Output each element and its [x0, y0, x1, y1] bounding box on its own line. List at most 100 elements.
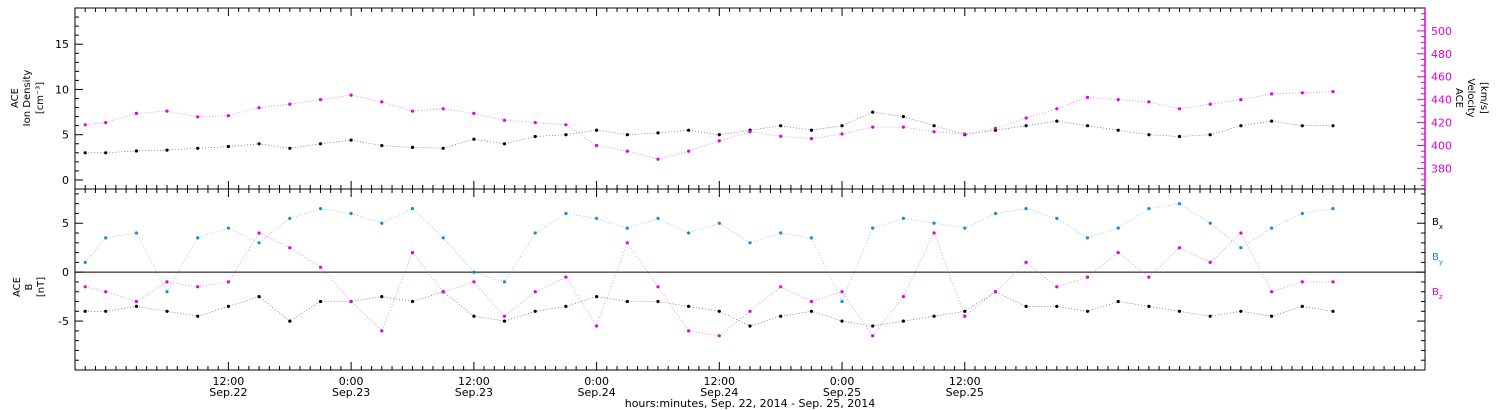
- x-tick-date-label: Sep.22: [209, 386, 247, 399]
- bottom-series-0-point: [104, 309, 108, 313]
- top-series-0-point: [1055, 119, 1059, 123]
- bottom-series-2-point: [257, 231, 261, 235]
- bottom-series-2-point: [871, 334, 875, 338]
- x-tick-date-label: Sep.25: [823, 386, 861, 399]
- bottom-series-1-point: [993, 211, 998, 216]
- top-series-1-point: [871, 125, 875, 129]
- bottom-series-0-point: [625, 299, 629, 304]
- top-right-y-title: Velocity: [1465, 78, 1476, 117]
- bottom-series-1-point: [1055, 216, 1059, 220]
- top-left-y-title: Ion Density: [22, 70, 33, 127]
- top-series-1-point: [1147, 100, 1151, 104]
- top-series-1-point: [349, 93, 353, 97]
- top-series-1-point: [441, 107, 445, 111]
- top-series-0-point: [1147, 133, 1151, 137]
- bottom-series-0-point: [1300, 304, 1304, 308]
- bottom-series-1-point: [472, 270, 476, 274]
- legend-main: B: [1432, 252, 1439, 263]
- legend-sub: y: [1439, 258, 1443, 266]
- bottom-left-y-title: [nT]: [36, 277, 47, 297]
- x-tick-date-label: Sep.23: [455, 386, 493, 399]
- bottom-series-2-point: [1024, 260, 1028, 264]
- bottom-series-2-point: [809, 299, 814, 304]
- top-series-0-point: [502, 142, 507, 146]
- bottom-left-y-title: B: [24, 283, 35, 290]
- bottom-series-0-trace: [85, 291, 1334, 327]
- top-series-0-point: [1177, 134, 1182, 139]
- top-series-1-point: [1300, 91, 1304, 95]
- bottom-left-y-title: ACE: [12, 277, 23, 297]
- bottom-series-0-point: [165, 309, 169, 313]
- right-y-tick-label: 460: [1431, 71, 1452, 84]
- x-tick-time-label: 12:00: [703, 375, 735, 388]
- bottom-series-1-point: [226, 226, 230, 230]
- top-series-1-point: [134, 111, 138, 115]
- bottom-series-1-point: [1116, 226, 1120, 230]
- bottom-series-1-point: [871, 226, 875, 230]
- bottom-series-2-trace: [85, 232, 1333, 337]
- top-series-0-point: [1085, 124, 1090, 128]
- top-series-1-point: [318, 98, 323, 102]
- top-series-0-point: [932, 124, 936, 128]
- top-series-0-point: [533, 134, 537, 139]
- top-left-y-title: [cm⁻³]: [35, 82, 46, 114]
- legend-main: B: [1432, 287, 1439, 298]
- bottom-series-2-point: [165, 280, 169, 284]
- top-series-1-point: [165, 109, 169, 113]
- right-y-tick-label: 380: [1431, 162, 1452, 175]
- bottom-series-1-point: [196, 236, 200, 240]
- top-series-0-point: [779, 124, 783, 128]
- top-series-0-point: [871, 110, 875, 114]
- top-series-1-point: [1208, 102, 1212, 106]
- y-tick-label: 5: [62, 129, 69, 142]
- right-y-tick-label: 420: [1431, 117, 1452, 130]
- top-series-1-point: [625, 149, 629, 153]
- bottom-series-0-point: [1147, 304, 1151, 308]
- top-series-1-point: [533, 121, 537, 125]
- top-series-0-point: [1208, 133, 1212, 137]
- bottom-series-1-point: [288, 216, 292, 220]
- top-series-0-point: [104, 151, 108, 155]
- top-series-1-point: [809, 137, 814, 141]
- top-series-1-point: [226, 114, 230, 118]
- top-series-1-point: [380, 100, 384, 104]
- top-series-1-point: [687, 149, 691, 153]
- top-series-1-point: [779, 134, 783, 138]
- top-right-y-title: ACE: [1453, 88, 1464, 108]
- x-tick-date-label: Sep.25: [946, 386, 984, 399]
- bottom-series-0-point: [717, 309, 721, 313]
- legend-sub: z: [1439, 293, 1443, 301]
- top-right-y-title: [km/s]: [1478, 82, 1489, 114]
- x-tick-time-label: 12:00: [949, 375, 981, 388]
- bottom-series-0-point: [564, 304, 568, 308]
- top-series-1-point: [1024, 116, 1028, 120]
- top-series-0-point: [687, 128, 691, 132]
- bottom-panel-frame: [74, 188, 1426, 371]
- bottom-series-0-point: [533, 309, 537, 313]
- bottom-series-0-point: [595, 295, 599, 299]
- bottom-series-1-point: [687, 231, 691, 235]
- right-y-tick-label: 400: [1431, 139, 1452, 152]
- bottom-series-1-point: [257, 241, 261, 245]
- top-series-0-point: [410, 145, 415, 149]
- top-series-1-point: [1116, 98, 1120, 102]
- bottom-series-0-point: [502, 319, 507, 323]
- bottom-series-0-point: [1085, 309, 1090, 313]
- bottom-series-1-point: [564, 211, 568, 216]
- bottom-series-0-point: [1024, 304, 1028, 308]
- x-tick-time-label: 12:00: [458, 375, 490, 388]
- top-series-0-point: [1331, 124, 1335, 128]
- top-series-0-point: [196, 146, 200, 150]
- top-series-1-point: [472, 111, 476, 115]
- x-tick-date-label: Sep.24: [700, 386, 738, 399]
- top-series-1-point: [1331, 90, 1335, 94]
- y-tick-label: 0: [62, 174, 69, 187]
- top-series-0-point: [1270, 119, 1274, 123]
- bottom-series-2-point: [318, 265, 323, 269]
- top-series-0-point: [656, 131, 660, 135]
- bottom-series-1-point: [717, 221, 721, 225]
- bottom-series-2-point: [226, 280, 230, 284]
- legend-entry-bz: Bz: [1432, 287, 1443, 301]
- y-tick-label: -5: [58, 315, 69, 328]
- x-axis-title: hours:minutes, Sep. 22, 2014 - Sep. 25, …: [625, 397, 876, 410]
